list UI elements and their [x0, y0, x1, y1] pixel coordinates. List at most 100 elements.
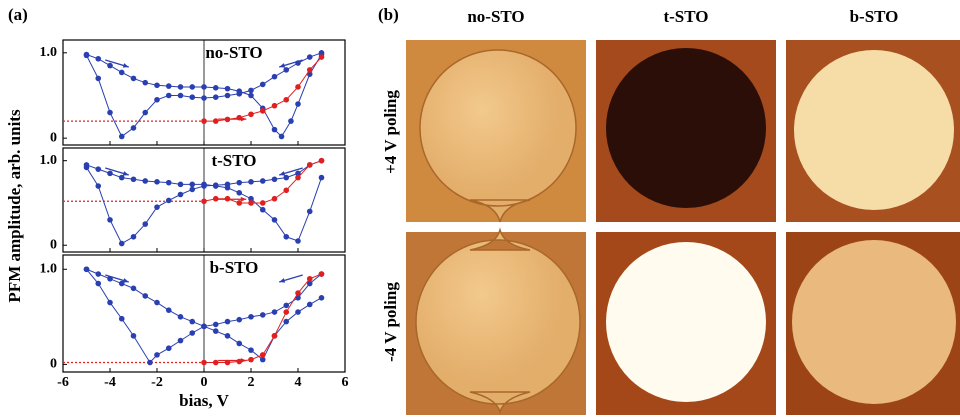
data-point	[248, 314, 254, 320]
data-point	[107, 217, 113, 223]
data-point	[119, 175, 125, 181]
x-tick-label: 2	[248, 375, 255, 390]
data-point	[166, 93, 172, 99]
data-point	[283, 97, 289, 103]
data-point	[319, 54, 325, 60]
data-point	[272, 309, 278, 315]
data-point	[213, 196, 219, 202]
data-point	[279, 134, 285, 140]
data-point	[225, 93, 231, 99]
data-point	[307, 54, 313, 60]
data-point	[272, 103, 278, 109]
x-axis-label: bias, V	[179, 391, 229, 410]
data-point	[283, 234, 289, 240]
panel-label: (b)	[378, 5, 399, 24]
data-point	[272, 217, 278, 223]
data-point	[272, 333, 278, 339]
series-line	[204, 274, 322, 362]
data-point	[213, 328, 219, 334]
data-point	[154, 97, 160, 103]
data-point	[166, 180, 172, 186]
data-point	[295, 101, 301, 107]
data-point	[236, 190, 242, 196]
panel-label: (a)	[8, 5, 28, 24]
x-tick-label: -6	[57, 375, 69, 390]
data-point	[119, 134, 125, 140]
data-point	[84, 266, 90, 272]
y-axis-label: PFM amplitude, arb. units	[5, 109, 24, 303]
data-point	[95, 183, 101, 189]
y-tick-label: 0	[50, 130, 57, 145]
data-point	[131, 234, 137, 240]
data-point	[307, 67, 313, 73]
y-tick-label: 0	[50, 237, 57, 252]
x-tick-label: -2	[151, 375, 163, 390]
data-point	[213, 322, 219, 328]
subplot-title: b-STO	[210, 258, 259, 277]
data-point	[131, 333, 137, 339]
data-point	[307, 302, 313, 308]
data-point	[201, 95, 207, 101]
data-point	[248, 179, 254, 185]
data-point	[119, 70, 125, 76]
data-point	[189, 330, 195, 336]
data-point	[225, 333, 231, 339]
data-point	[201, 360, 207, 366]
data-point	[260, 82, 266, 88]
data-point	[95, 281, 101, 287]
data-point	[201, 84, 207, 90]
data-point	[307, 209, 313, 215]
data-point	[213, 118, 219, 124]
domain	[606, 242, 766, 402]
data-point	[260, 207, 266, 213]
column-title: t-STO	[663, 7, 708, 26]
arrow-head	[241, 197, 247, 202]
data-point	[142, 110, 148, 116]
x-tick-label: 4	[295, 375, 302, 390]
data-point	[201, 118, 207, 124]
data-point	[201, 182, 207, 188]
domain	[792, 240, 956, 404]
data-point	[189, 319, 195, 325]
data-point	[319, 158, 325, 164]
data-point	[260, 108, 266, 114]
data-point	[95, 166, 101, 172]
arrow-head	[241, 358, 247, 363]
arrow-head	[279, 63, 285, 67]
data-point	[119, 241, 125, 247]
data-point	[142, 80, 148, 86]
data-point	[154, 352, 160, 358]
row-label: -4 V poling	[381, 282, 400, 362]
data-point	[248, 357, 254, 363]
data-point	[248, 347, 254, 353]
subplot-title: t-STO	[211, 151, 256, 170]
column-title: no-STO	[467, 7, 524, 26]
data-point	[178, 338, 184, 344]
data-point	[95, 56, 101, 62]
data-point	[178, 192, 184, 198]
data-point	[272, 74, 278, 80]
data-point	[131, 125, 137, 131]
data-point	[307, 162, 313, 168]
data-point	[154, 82, 160, 88]
data-point	[236, 180, 242, 186]
data-point	[295, 290, 301, 296]
data-point	[283, 319, 289, 325]
row-label: +4 V poling	[381, 90, 400, 174]
data-point	[142, 178, 148, 184]
data-point	[201, 324, 207, 330]
arrow-head	[123, 278, 129, 282]
y-tick-label: 1.0	[40, 261, 58, 276]
data-point	[84, 52, 90, 58]
data-point	[147, 360, 153, 366]
data-point	[225, 319, 231, 325]
data-point	[248, 200, 254, 206]
data-point	[178, 84, 184, 90]
data-point	[213, 360, 219, 366]
arrow-head	[279, 171, 285, 175]
data-point	[84, 162, 90, 168]
data-point	[248, 88, 254, 94]
data-point	[107, 110, 113, 116]
data-point	[307, 276, 313, 282]
data-point	[248, 111, 254, 117]
